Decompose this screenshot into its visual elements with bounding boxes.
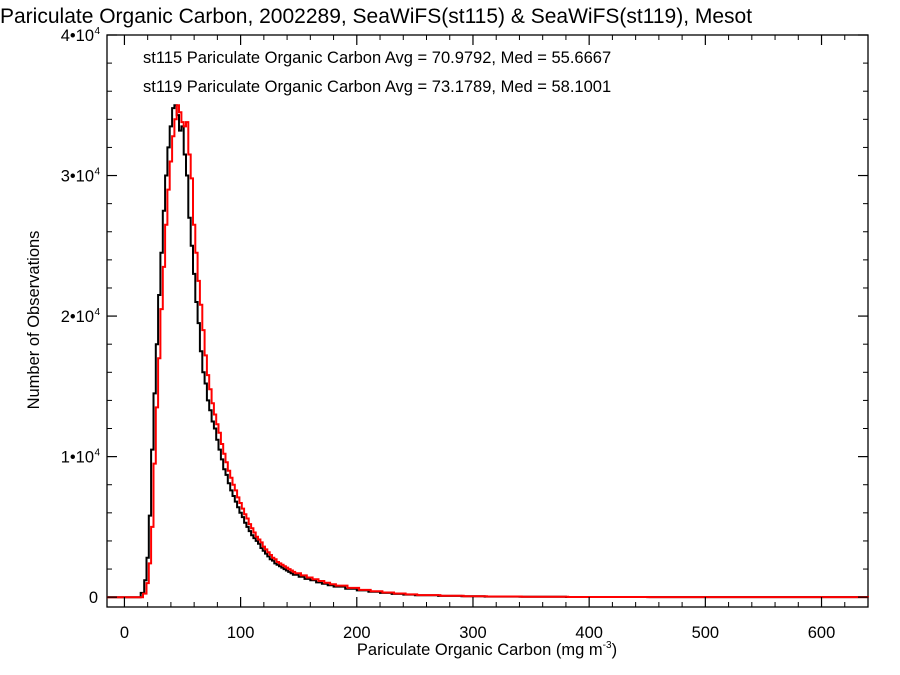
series-line-0 xyxy=(107,104,869,599)
x-tick-label: 0 xyxy=(120,624,129,642)
plot-frame xyxy=(106,34,869,608)
stats-line-st115: st115 Pariculate Organic Carbon Avg = 70… xyxy=(143,49,611,67)
x-axis-label-end: ) xyxy=(612,641,618,659)
y-tick-label: 0 xyxy=(89,589,98,607)
x-tick-label: 300 xyxy=(459,624,487,642)
y-tick-label: 3•10 xyxy=(61,168,94,186)
x-axis-label-main: Pariculate Organic Carbon (mg m xyxy=(357,641,603,659)
y-tick-label-exponent: 4 xyxy=(95,167,101,178)
x-tick-label: 500 xyxy=(692,624,720,642)
stats-line-st119: st119 Pariculate Organic Carbon Avg = 73… xyxy=(143,78,611,96)
x-axis-label: Pariculate Organic Carbon (mg m-3) xyxy=(357,640,617,659)
y-tick-label-exponent: 4 xyxy=(95,448,101,459)
x-tick-label: 200 xyxy=(343,624,371,642)
y-tick-label-exponent: 4 xyxy=(95,26,101,37)
x-tick-label: 100 xyxy=(227,624,255,642)
y-tick-label-exponent: 4 xyxy=(95,307,101,318)
x-tick-label: 400 xyxy=(575,624,603,642)
y-tick-label: 4•10 xyxy=(61,27,94,45)
series-layer xyxy=(107,104,869,599)
y-tick-label: 2•10 xyxy=(61,308,94,326)
series-line-1 xyxy=(107,104,869,599)
y-axis-label: Number of Observations xyxy=(25,231,43,410)
y-tick-label: 1•10 xyxy=(61,449,94,467)
x-axis-label-sup: -3 xyxy=(603,640,612,651)
x-tick-label: 600 xyxy=(808,624,836,642)
chart-title: Pariculate Organic Carbon, 2002289, SeaW… xyxy=(0,5,752,28)
